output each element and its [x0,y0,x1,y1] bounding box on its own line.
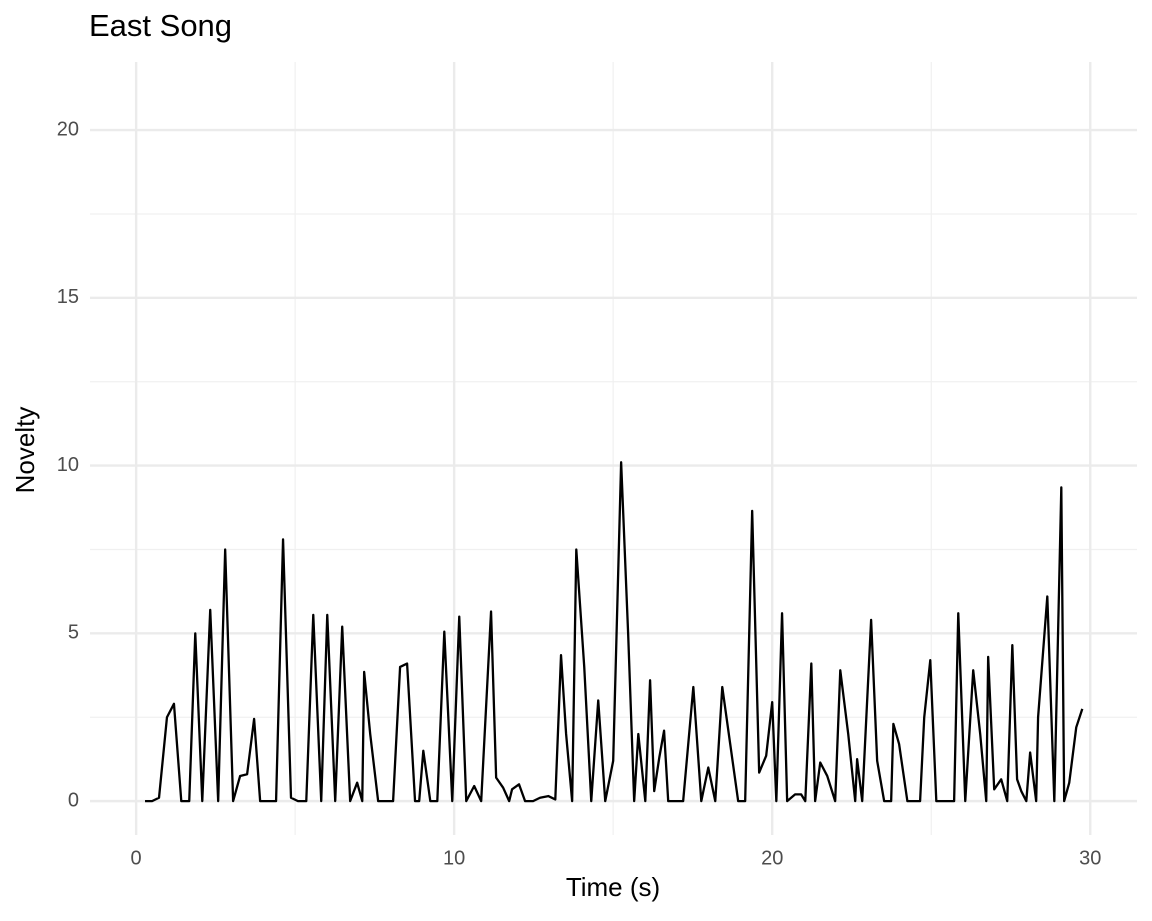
y-tick-label: 15 [57,286,79,308]
x-tick-label: 10 [443,847,465,869]
y-tick-label: 20 [57,118,79,140]
y-tick-label: 0 [68,789,79,811]
x-tick-label: 20 [761,847,783,869]
data-line [145,461,1084,803]
y-tick-label: 5 [68,622,79,644]
x-tick-label: 30 [1079,847,1101,869]
y-axis-label: Novelty [10,407,40,494]
x-tick-label: 0 [131,847,142,869]
chart-title: East Song [89,8,232,43]
y-tick-label: 10 [57,454,79,476]
x-axis-label: Time (s) [566,872,660,902]
